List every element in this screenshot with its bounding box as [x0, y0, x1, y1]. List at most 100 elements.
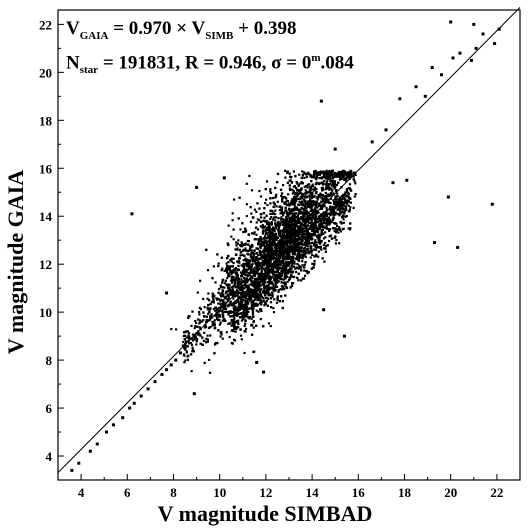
cloud-point	[236, 242, 240, 245]
cloud-point	[271, 267, 274, 270]
cloud-point	[303, 205, 306, 208]
cloud-point	[300, 187, 303, 190]
cloud-point	[346, 202, 349, 205]
cloud-point	[298, 208, 301, 211]
cloud-point	[318, 173, 321, 176]
cloud-point	[239, 283, 243, 286]
cloud-point	[283, 234, 286, 237]
cloud-point	[247, 307, 250, 310]
cloud-point	[230, 265, 233, 268]
cloud-point	[270, 223, 274, 226]
cloud-point	[196, 332, 199, 335]
cloud-point	[294, 267, 297, 270]
cloud-point	[258, 241, 261, 244]
cloud-point	[246, 258, 249, 261]
cloud-point	[191, 333, 195, 336]
cloud-point	[184, 334, 187, 337]
cloud-point	[272, 263, 275, 266]
cloud-point	[254, 277, 257, 281]
cloud-point	[196, 325, 199, 328]
cloud-point	[308, 242, 311, 245]
cloud-point	[332, 209, 335, 212]
cloud-point	[259, 302, 262, 305]
cloud-point	[293, 260, 296, 263]
cloud-point	[345, 173, 348, 176]
cloud-point	[232, 198, 236, 201]
cloud-point	[280, 236, 284, 239]
cloud-point	[288, 217, 292, 220]
cloud-point	[229, 315, 232, 318]
cloud-point	[304, 261, 307, 264]
cloud-point	[199, 279, 202, 282]
cloud-point	[238, 291, 241, 294]
cloud-point	[225, 283, 228, 286]
cloud-point	[332, 176, 335, 179]
cloud-point	[289, 286, 292, 289]
cloud-point	[188, 342, 191, 345]
cloud-point	[221, 286, 225, 289]
cloud-point	[298, 249, 301, 253]
cloud-point	[221, 278, 224, 281]
cloud-point	[219, 335, 222, 338]
cloud-point	[332, 183, 335, 186]
cloud-point	[221, 295, 224, 298]
cloud-point	[309, 246, 312, 250]
cloud-point	[242, 287, 245, 290]
cloud-point	[246, 313, 249, 316]
cloud-point	[268, 275, 271, 278]
y-tick-label: 4	[46, 449, 53, 464]
cloud-point	[295, 206, 299, 209]
cloud-point	[292, 238, 295, 241]
cloud-point	[302, 195, 305, 198]
cloud-point	[241, 273, 244, 277]
cloud-point	[287, 241, 290, 244]
cloud-point	[240, 278, 243, 281]
cloud-point	[234, 279, 237, 282]
cloud-point	[245, 299, 249, 302]
cloud-point	[229, 270, 232, 273]
cloud-point	[257, 239, 261, 243]
cloud-point	[267, 297, 270, 300]
cloud-point	[283, 240, 286, 243]
cloud-point	[269, 202, 272, 205]
cloud-point	[265, 296, 268, 300]
cloud-point	[291, 258, 294, 261]
cloud-point	[272, 233, 275, 237]
cloud-point	[277, 221, 280, 224]
cloud-point	[266, 272, 269, 275]
cloud-point	[283, 269, 287, 272]
cloud-point	[301, 236, 304, 239]
cloud-point	[269, 259, 272, 262]
cloud-point	[267, 273, 270, 276]
cloud-point	[246, 262, 249, 265]
cloud-point	[225, 267, 228, 270]
cloud-point	[298, 265, 302, 268]
cloud-point	[249, 271, 252, 274]
cloud-point	[246, 249, 249, 252]
cloud-point	[317, 241, 320, 244]
cloud-point	[319, 215, 322, 218]
cloud-point	[274, 282, 277, 285]
cloud-point	[268, 241, 272, 244]
cloud-point	[221, 313, 225, 317]
cloud-point	[337, 174, 340, 177]
cloud-point	[343, 171, 346, 175]
cloud-point	[226, 286, 230, 289]
cloud-point	[199, 334, 202, 337]
cloud-point	[328, 218, 331, 221]
cloud-point	[243, 316, 246, 319]
cloud-point	[290, 208, 293, 211]
cloud-point	[277, 274, 280, 277]
cloud-point	[202, 319, 205, 322]
cloud-point	[300, 234, 304, 237]
cloud-point	[204, 325, 207, 329]
cloud-point	[273, 203, 276, 206]
cloud-point	[339, 197, 342, 200]
cloud-point	[252, 303, 256, 307]
cloud-point	[234, 282, 237, 285]
cloud-point	[248, 289, 251, 292]
cloud-point	[294, 216, 297, 219]
cloud-point	[244, 230, 247, 233]
cloud-point	[274, 223, 277, 226]
cloud-point	[313, 170, 316, 173]
